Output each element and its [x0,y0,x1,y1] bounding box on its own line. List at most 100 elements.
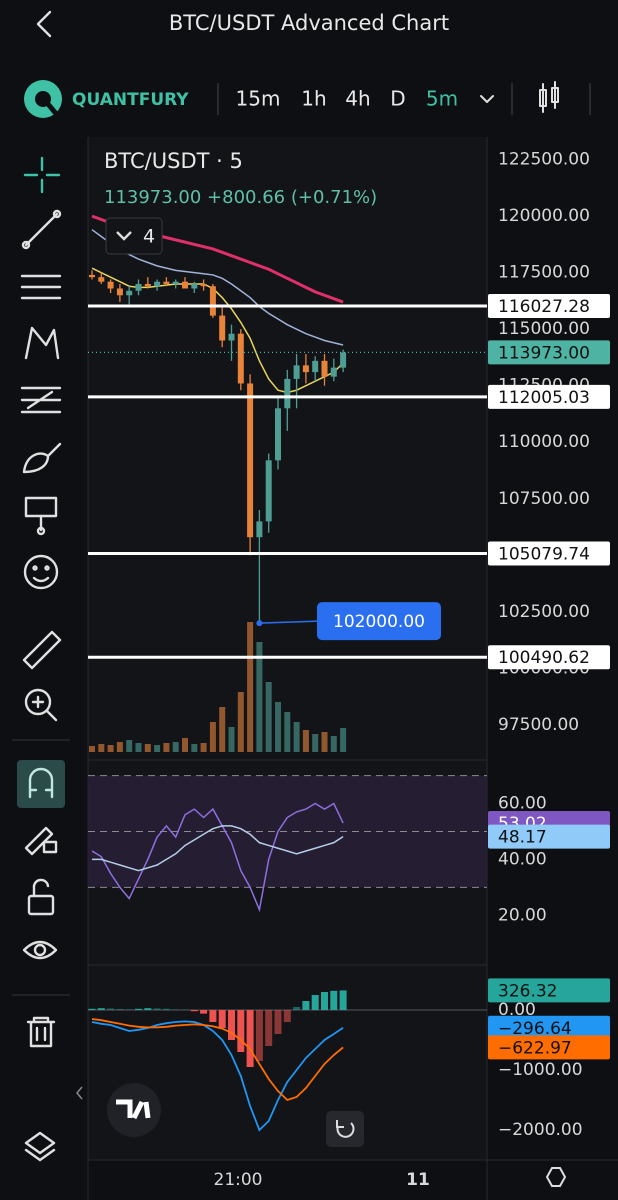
screen-title: BTC/USDT Advanced Chart [169,11,449,35]
histogram-bar [274,1010,282,1034]
volume-bar [144,744,151,752]
interval-button[interactable]: 4h [345,87,370,111]
volume-bar [247,622,254,752]
layers-tool[interactable] [24,1131,56,1162]
price-label: −622.97 [498,1038,572,1058]
overlay-labels: 116027.28 112005.03 105079.74 100490.62 1139… [317,293,610,1060]
candle-body [98,277,105,282]
interval-button[interactable]: 1h [301,87,326,111]
chart-type-button[interactable] [539,81,559,113]
brand-logo [24,80,62,118]
delete-tool[interactable] [26,1016,56,1048]
moving-average [91,267,344,394]
volume-bar [154,745,161,752]
chart-area [88,137,487,1160]
fib-tool[interactable] [20,274,62,300]
y-tick-label: −1000.00 [498,1060,583,1080]
y-tick-label: 120000.00 [498,206,590,226]
volume-bar [256,642,263,752]
interval-button[interactable]: D [390,87,405,111]
candle-body [265,460,272,522]
y-tick-label: 110000.00 [498,432,590,452]
histogram-bar [200,1010,208,1014]
price-label: 116027.28 [498,297,590,317]
indicator-toggle[interactable] [105,217,163,255]
histogram-bar [97,1008,105,1010]
y-tick-label: 117500.00 [498,263,590,283]
indicator-line [91,1020,344,1132]
candle-body [219,315,226,341]
volume-bar [191,744,198,752]
histogram-bar [144,1008,152,1010]
y-tick-label: 107500.00 [498,489,590,509]
price-label: 100490.62 [498,648,590,668]
pattern-tool[interactable] [24,326,60,360]
zoom-tool[interactable] [24,688,58,722]
back-button[interactable] [36,10,52,38]
brush-tool[interactable] [22,442,62,474]
interval-button[interactable]: 5m [426,87,458,111]
histogram-bar [116,1009,124,1010]
magnet-highlight [17,760,65,808]
trend-line-tool[interactable] [21,209,62,250]
lock-drawing-tool[interactable] [24,826,58,856]
histogram-bar [311,995,319,1010]
marker-dot [256,620,263,627]
projection-tool[interactable] [20,386,62,414]
candle-body [302,365,309,373]
time-label: 21:00 [214,1170,263,1190]
histogram-bar [218,1010,226,1028]
histogram-bar [135,1008,142,1010]
price-label: −296.64 [498,1019,572,1039]
tradingview-logo[interactable] [107,1083,161,1137]
histogram-bar [265,1010,273,1046]
marker-label-bg [317,602,441,641]
y-tick-label: 97500.00 [498,715,579,735]
magnet-tool[interactable] [28,767,54,799]
price-label: 326.32 [498,981,557,1001]
volume-bar [200,743,207,752]
histogram-bar [107,1008,115,1010]
volume-bar [116,742,123,752]
price-label-bg [488,978,610,1003]
volume-bar [228,727,235,752]
candle-body [144,283,151,287]
candle-body [340,352,347,368]
unlock-tool[interactable] [27,878,55,916]
volume-bar [312,734,319,752]
visibility-tool[interactable] [22,940,58,960]
interval-menu[interactable] [480,95,494,103]
volume-bar [340,728,347,752]
histogram-bar [283,1010,291,1022]
volume-bar [275,702,281,752]
histogram-bar [302,1001,310,1010]
histogram-bar [228,1010,235,1040]
text-tool[interactable] [24,496,58,536]
price-label-bg [488,1035,610,1060]
marker-leader [259,620,319,624]
candle-body [172,281,179,284]
interval-button[interactable]: 15m [236,87,281,111]
emoji-tool[interactable] [23,554,59,590]
volume-bar [284,712,291,752]
time-label: 11 [406,1170,430,1190]
candle-body [126,290,133,296]
volume-bar [219,707,226,752]
symbol-title: BTC/USDT · 5 [104,149,243,173]
histogram-bar [209,1010,217,1022]
crosshair-tool[interactable] [23,156,61,194]
volume-bar [293,722,300,752]
volume-bar [98,744,105,752]
volume-bar [135,743,142,752]
volume-bar [126,740,133,752]
ruler-tool[interactable] [22,630,62,670]
volume-bar [89,746,95,752]
reset-button[interactable] [326,1111,364,1147]
collapse-toolbar[interactable] [76,1086,83,1100]
interval-bar: 15m 1h 4h D 5m [236,87,459,111]
settings-button[interactable] [545,1167,567,1187]
y-tick-label: 102500.00 [498,602,590,622]
histogram-bar [293,1007,301,1010]
histogram-bar [246,1010,254,1067]
